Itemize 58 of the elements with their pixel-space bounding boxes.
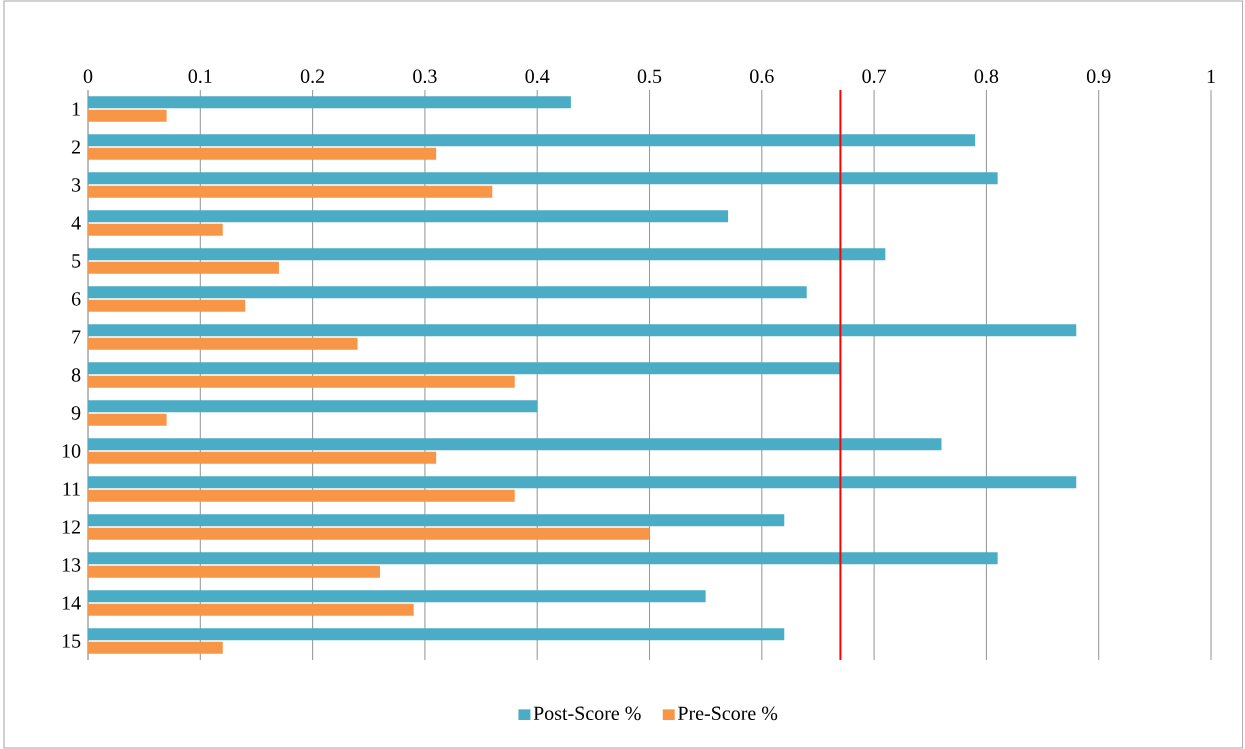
bar <box>88 514 785 527</box>
x-tick-label: 0.9 <box>1086 69 1111 84</box>
x-tick-label: 1 <box>1207 69 1215 84</box>
y-tick-label: 3 <box>72 178 81 192</box>
y-tick-label: 1 <box>72 102 80 116</box>
bar <box>88 476 1077 489</box>
bar <box>88 147 437 160</box>
y-tick-label: 8 <box>71 368 81 382</box>
bar <box>88 489 515 502</box>
y-tick-label: 4 <box>71 216 81 230</box>
bar <box>88 413 167 426</box>
bar <box>88 362 841 375</box>
bar <box>88 628 785 641</box>
bar <box>88 109 167 122</box>
bar <box>88 400 538 413</box>
x-tick-label: 0.7 <box>862 69 887 84</box>
bar <box>88 527 650 540</box>
bar <box>88 261 279 274</box>
y-tick-label: 7 <box>72 330 81 344</box>
bar <box>88 603 414 616</box>
x-tick-label: 0.4 <box>525 69 550 84</box>
bar <box>88 210 729 223</box>
bar <box>88 590 706 603</box>
y-tick-label: 14 <box>62 596 81 610</box>
y-tick-label: 2 <box>71 140 80 154</box>
bar <box>88 299 246 312</box>
x-tick-label: 0.6 <box>750 69 774 84</box>
x-tick-label: 0.8 <box>974 69 999 84</box>
bar <box>88 286 807 299</box>
y-tick-label: 5 <box>72 254 81 268</box>
y-tick-label: 9 <box>71 406 81 420</box>
bar <box>88 451 437 464</box>
bar <box>88 337 358 350</box>
y-tick-label: 12 <box>62 520 80 534</box>
bar <box>88 565 380 578</box>
bar <box>88 134 976 147</box>
y-tick-label: 13 <box>62 558 81 572</box>
legend-label: Pre-Score % <box>677 706 778 721</box>
bar <box>88 641 223 654</box>
x-tick-label: 0 <box>83 69 93 84</box>
bar <box>88 552 998 565</box>
y-tick-label: 10 <box>62 444 81 458</box>
legend-label: Post-Score % <box>533 706 641 721</box>
bar <box>88 438 942 451</box>
bar <box>88 248 886 261</box>
x-tick-label: 0.2 <box>300 69 324 84</box>
y-tick-label: 15 <box>62 634 81 648</box>
bar <box>88 185 493 198</box>
y-tick-label: 6 <box>71 292 81 306</box>
x-tick-label: 0.5 <box>637 69 662 84</box>
y-tick-label: 11 <box>63 482 80 496</box>
bar <box>88 96 571 109</box>
bar <box>88 324 1077 337</box>
x-tick-label: 0.1 <box>188 69 212 84</box>
x-tick-label: 0.3 <box>413 69 437 84</box>
bar <box>88 223 223 236</box>
bar <box>88 375 515 388</box>
bar <box>88 172 998 185</box>
